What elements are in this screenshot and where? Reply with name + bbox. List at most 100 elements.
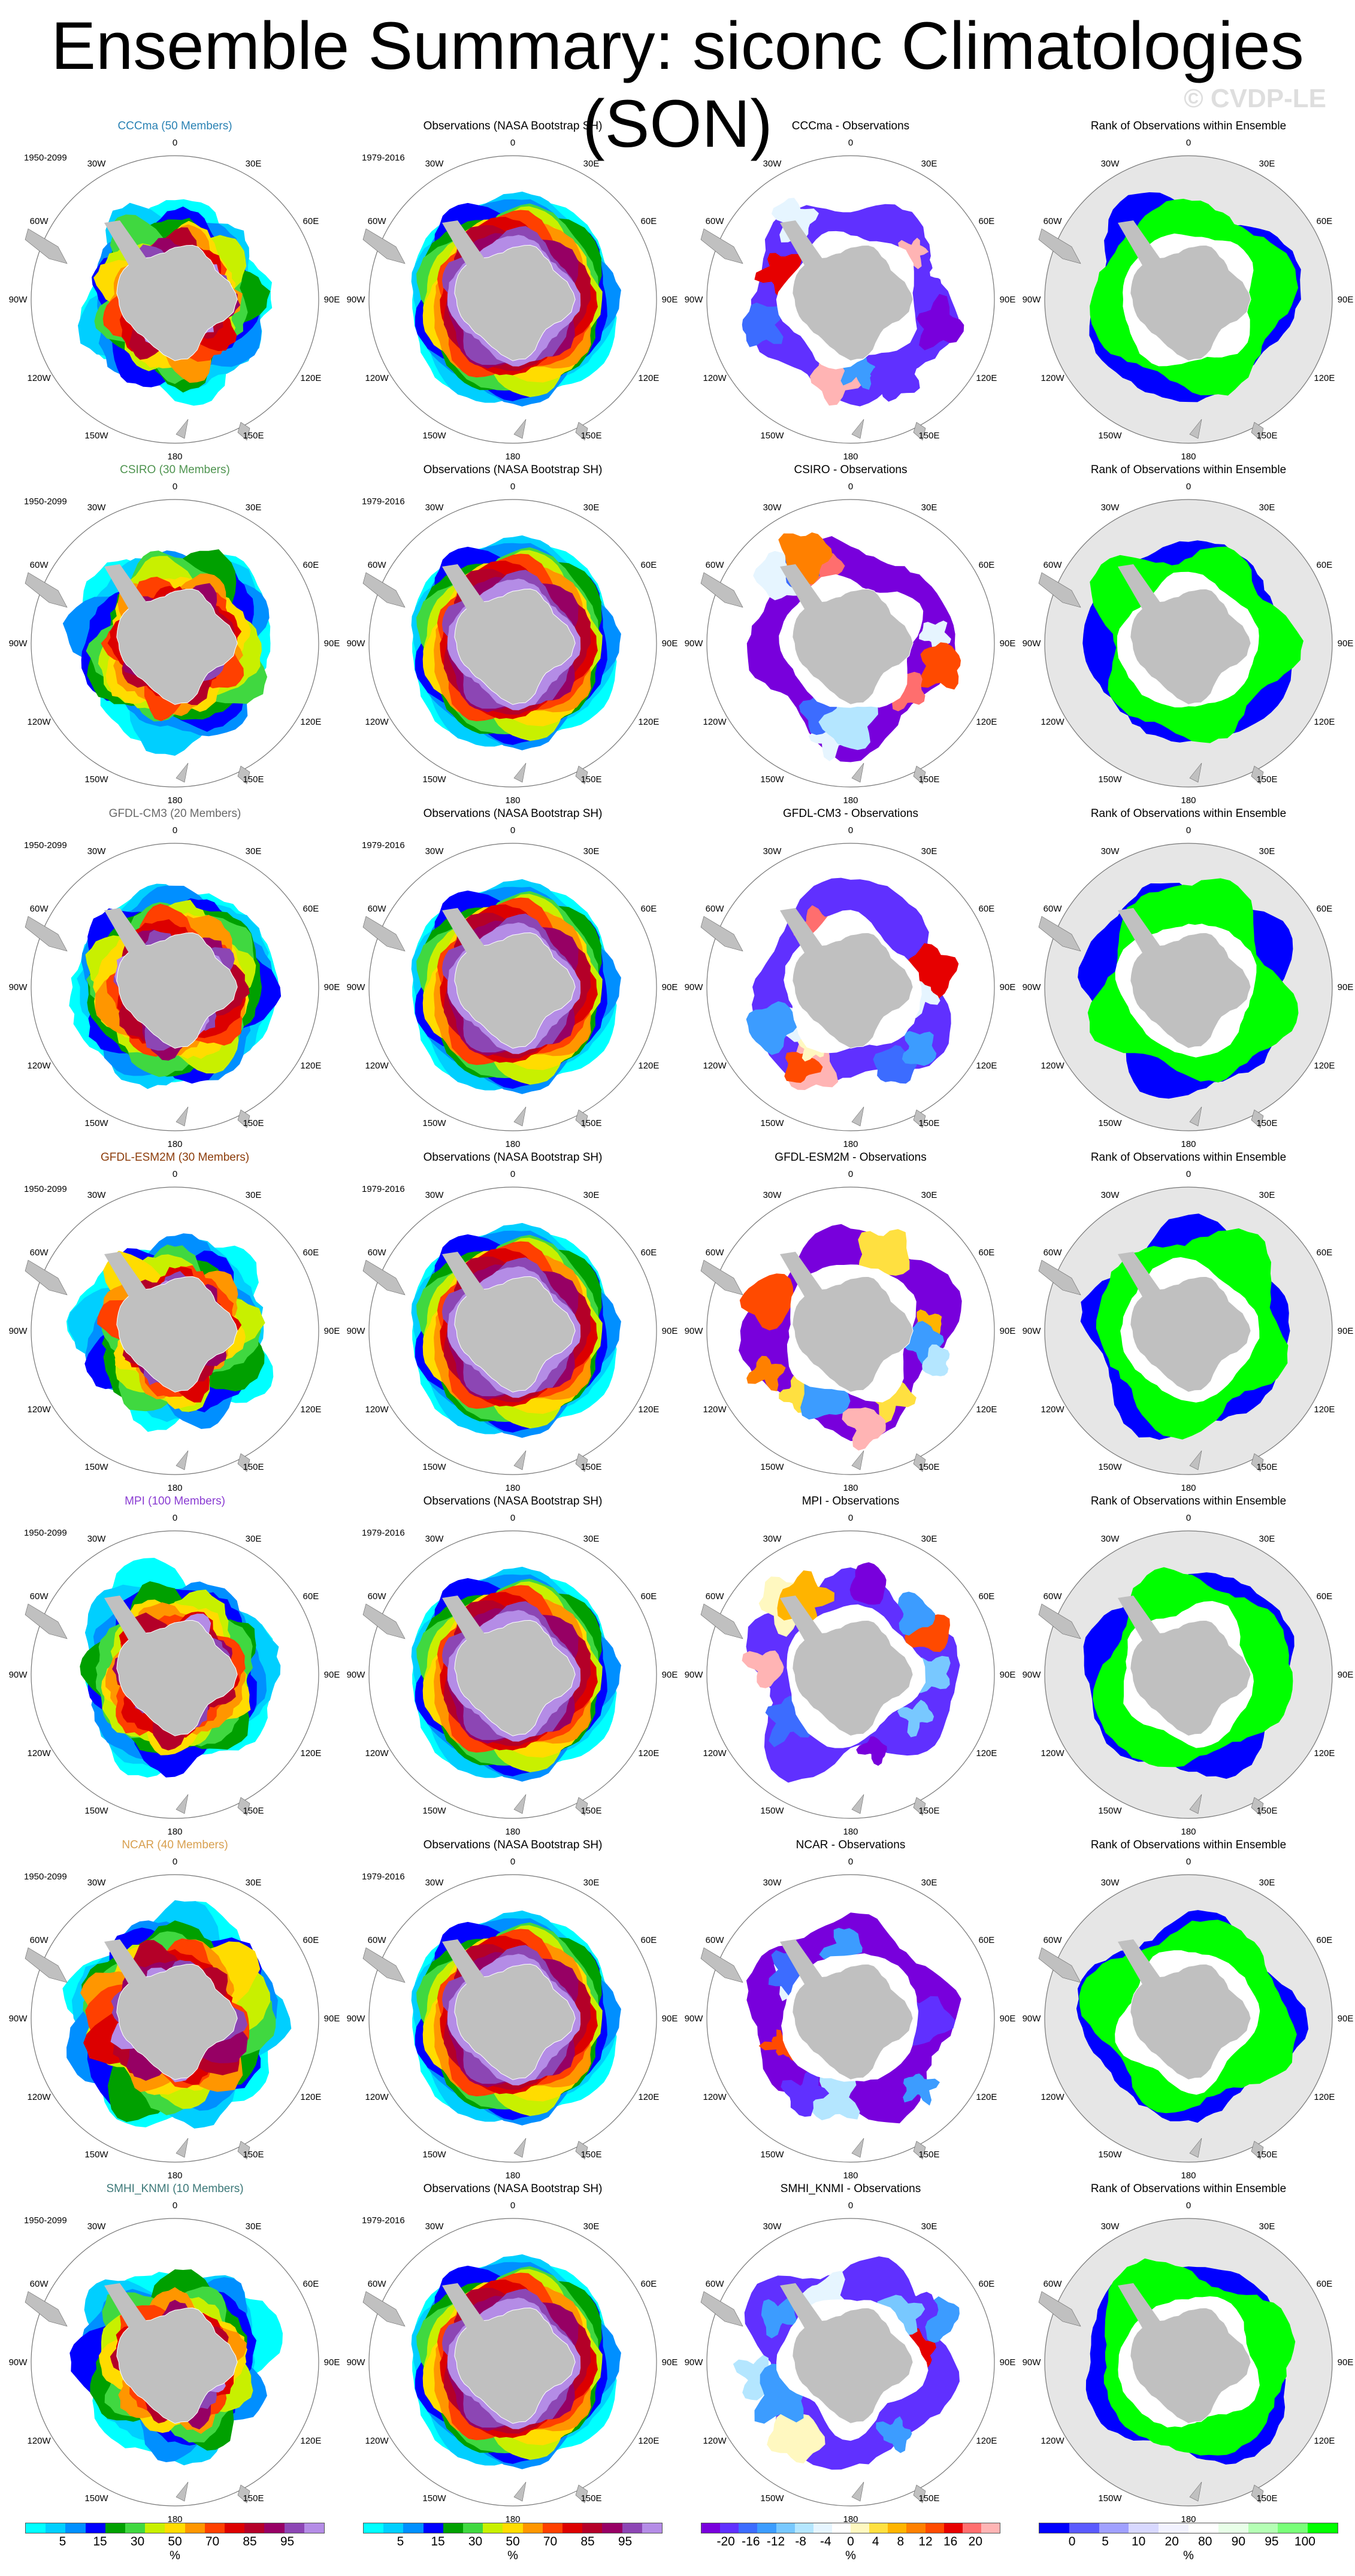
longitude-label: 120W <box>1041 2092 1065 2102</box>
difference-patch <box>930 252 963 283</box>
peninsula-land <box>104 564 151 616</box>
longitude-label: 90W <box>685 2014 704 2024</box>
difference-patch <box>876 2416 912 2453</box>
south-america-land <box>700 1603 743 1639</box>
difference-patch <box>902 1031 937 1066</box>
year-range: 1950-2099 <box>24 497 67 507</box>
longitude-label: 0 <box>173 482 177 492</box>
new-zealand-land <box>913 1109 926 1128</box>
model-title: NCAR (40 Members) <box>122 1839 228 1851</box>
longitude-label: 60W <box>368 2279 387 2289</box>
longitude-label: 30W <box>87 2221 107 2232</box>
longitude-label: 30W <box>1101 1878 1120 1888</box>
antarctica-land <box>116 244 238 361</box>
longitude-label: 60W <box>706 2279 725 2289</box>
longitude-label: 30E <box>1259 1534 1275 1544</box>
colorbar-tick-label: 80 <box>1198 2535 1212 2548</box>
polar-map: 0 30E 60E 90E 120E 150E 180 150W 120W 90W 60W 30W <box>685 138 1016 462</box>
longitude-label: 60W <box>706 1935 725 1945</box>
longitude-label: 90E <box>324 2357 340 2368</box>
longitude-label: 30W <box>425 503 444 513</box>
new-zealand-land <box>237 765 250 785</box>
colorbar: 5 15 30 50 70 85 95% <box>25 2523 325 2565</box>
longitude-label: 90E <box>324 982 340 992</box>
colorbar-swatches <box>25 2523 325 2533</box>
longitude-label: 30E <box>1259 159 1275 169</box>
polar-map: 0 30E 60E 90E 120E 150E 180 150W 120W 90W 60W 30W <box>1023 138 1354 462</box>
new-zealand-land <box>1251 422 1264 441</box>
longitude-label: 30W <box>763 1190 782 1200</box>
antarctica-land <box>454 2307 576 2424</box>
model-panel: MPI (100 Members) 1950-2099 0 30E 60E 90E 120E… <box>7 1495 343 1839</box>
longitude-label: 150E <box>918 1806 939 1816</box>
longitude-label: 150W <box>1098 1806 1122 1816</box>
colorbar-tick-label: 50 <box>506 2535 520 2548</box>
longitude-label: 0 <box>848 482 853 492</box>
longitude-label: 60E <box>303 2279 319 2289</box>
longitude-label: 90E <box>662 2357 678 2368</box>
antarctica-land <box>792 2307 914 2424</box>
difference-patch <box>742 1650 784 1688</box>
diff-title: SMHI_KNMI - Observations <box>780 2183 921 2195</box>
longitude-label: 120E <box>976 2436 997 2446</box>
colorbar-swatch <box>383 2523 404 2533</box>
longitude-label: 90E <box>1338 1670 1354 1680</box>
longitude-label: 120W <box>365 2436 389 2446</box>
rank-title: Rank of Observations within Ensemble <box>1090 1495 1287 1508</box>
longitude-label: 60W <box>706 904 725 914</box>
longitude-label: 120E <box>300 2436 321 2446</box>
longitude-label: 120W <box>703 2436 727 2446</box>
longitude-label: 60E <box>979 1248 995 1258</box>
polar-map: 0 30E 60E 90E 120E 150E 180 150W 120W 90W 60W 30W <box>685 1169 1016 1493</box>
south-america-land <box>362 916 406 952</box>
rank-title: Rank of Observations within Ensemble <box>1090 464 1287 476</box>
longitude-label: 150W <box>84 1118 108 1128</box>
difference-patch <box>842 1407 886 1451</box>
longitude-label: 30E <box>921 159 937 169</box>
longitude-label: 180 <box>167 2171 182 2181</box>
model-title: GFDL-CM3 (20 Members) <box>108 807 241 820</box>
longitude-label: 60W <box>30 216 49 226</box>
longitude-label: 60W <box>1044 560 1063 570</box>
longitude-label: 150E <box>580 1806 601 1816</box>
longitude-label: 120W <box>1041 717 1065 727</box>
longitude-label: 90E <box>1000 2357 1016 2368</box>
longitude-label: 0 <box>510 1169 515 1179</box>
longitude-label: 30E <box>246 846 262 856</box>
longitude-label: 120W <box>28 717 52 727</box>
peninsula-land <box>104 1252 151 1304</box>
obs-panel: Observations (NASA Bootstrap SH) 1979-201… <box>345 807 680 1152</box>
longitude-label: 120E <box>300 1404 321 1415</box>
longitude-label: 150E <box>580 2493 601 2504</box>
longitude-label: 120W <box>28 373 52 383</box>
longitude-label: 90W <box>9 1326 28 1336</box>
longitude-label: 30E <box>1259 2221 1275 2232</box>
longitude-label: 120E <box>1314 2436 1335 2446</box>
colorbar-tick-label: -20 <box>716 2535 735 2548</box>
longitude-label: 60E <box>641 1248 657 1258</box>
new-zealand-land <box>237 1109 250 1128</box>
longitude-label: 60E <box>641 2279 657 2289</box>
longitude-label: 90E <box>662 1326 678 1336</box>
longitude-label: 90W <box>685 638 704 649</box>
colorbar-swatch <box>125 2523 146 2533</box>
diff-title: GFDL-ESM2M - Observations <box>775 1151 927 1164</box>
rank-panel: Rank of Observations within Ensemble 0 30E… <box>1021 807 1355 1152</box>
obs-title: Observations (NASA Bootstrap SH) <box>423 120 603 132</box>
longitude-label: 60W <box>368 1935 387 1945</box>
longitude-label: 180 <box>167 795 182 806</box>
colorbar-unit: % <box>170 2549 180 2562</box>
longitude-label: 150W <box>1098 1118 1122 1128</box>
colorbar-tick-label: 30 <box>468 2535 483 2548</box>
obs-panel: Observations (NASA Bootstrap SH) 1979-201… <box>345 2183 680 2527</box>
difference-patch <box>746 1355 786 1391</box>
colorbar-swatch <box>851 2523 870 2533</box>
longitude-label: 60W <box>368 1248 387 1258</box>
model-title: MPI (100 Members) <box>125 1495 225 1508</box>
island-land <box>851 762 864 783</box>
difference-patch <box>784 1052 823 1083</box>
new-zealand-land <box>913 2484 926 2504</box>
longitude-label: 90E <box>1338 982 1354 992</box>
diff-title: CCCma - Observations <box>791 120 910 132</box>
polar-map: 0 30E 60E 90E 120E 150E 180 150W 120W 90W 60W 30W <box>347 2200 678 2524</box>
